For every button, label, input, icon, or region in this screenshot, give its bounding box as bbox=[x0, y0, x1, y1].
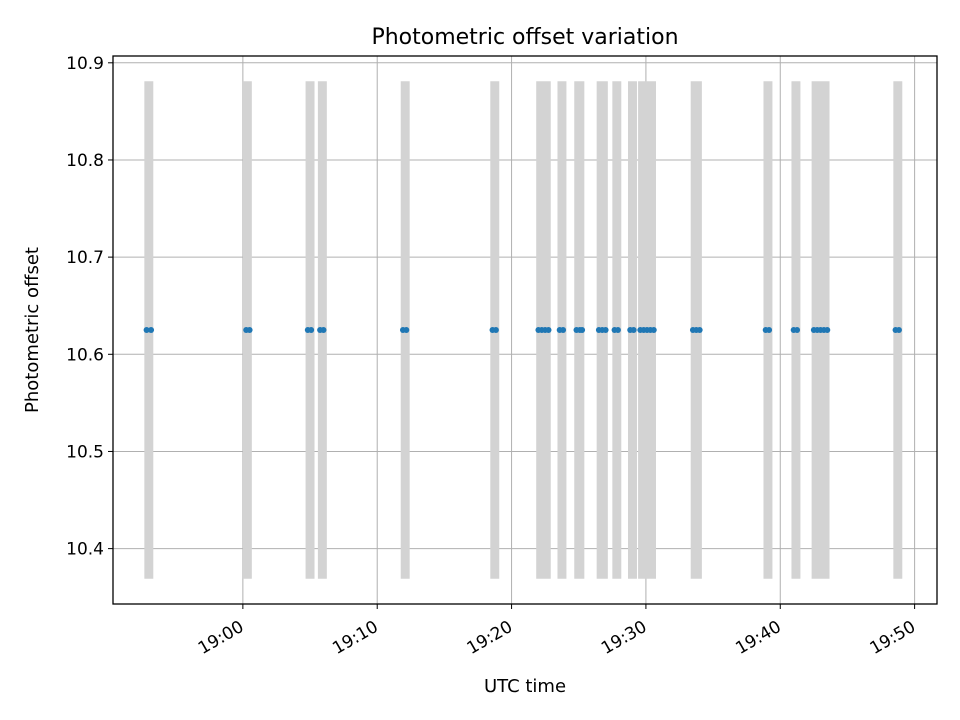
data-point bbox=[794, 327, 801, 333]
y-tick-label: 10.7 bbox=[66, 248, 104, 268]
y-tick-label: 10.9 bbox=[66, 54, 104, 74]
data-point bbox=[824, 327, 831, 333]
y-tick-label: 10.4 bbox=[66, 540, 104, 560]
data-point bbox=[308, 327, 315, 333]
y-tick-label: 10.6 bbox=[66, 345, 104, 365]
data-point bbox=[560, 327, 567, 333]
data-point bbox=[320, 327, 327, 333]
y-tick-label: 10.5 bbox=[66, 442, 104, 462]
data-point bbox=[650, 327, 657, 333]
x-axis-label: UTC time bbox=[484, 676, 566, 697]
data-point bbox=[766, 327, 773, 333]
data-point bbox=[246, 327, 253, 333]
data-point bbox=[614, 327, 621, 333]
data-point bbox=[630, 327, 637, 333]
data-point bbox=[696, 327, 703, 333]
data-point bbox=[492, 327, 499, 333]
chart-title: Photometric offset variation bbox=[371, 25, 678, 50]
data-point bbox=[148, 327, 155, 333]
data-point bbox=[403, 327, 410, 333]
plot-frame bbox=[112, 55, 938, 605]
y-tick-label: 10.8 bbox=[66, 151, 104, 171]
y-axis-label: Photometric offset bbox=[22, 247, 43, 413]
data-point bbox=[579, 327, 586, 333]
data-point bbox=[602, 327, 609, 333]
data-points bbox=[143, 327, 902, 333]
data-point bbox=[143, 327, 150, 333]
data-point bbox=[895, 327, 902, 333]
y-axis-ticks: 10.4 10.5 10.6 10.7 10.8 10.9 bbox=[66, 54, 113, 560]
data-point bbox=[545, 327, 552, 333]
